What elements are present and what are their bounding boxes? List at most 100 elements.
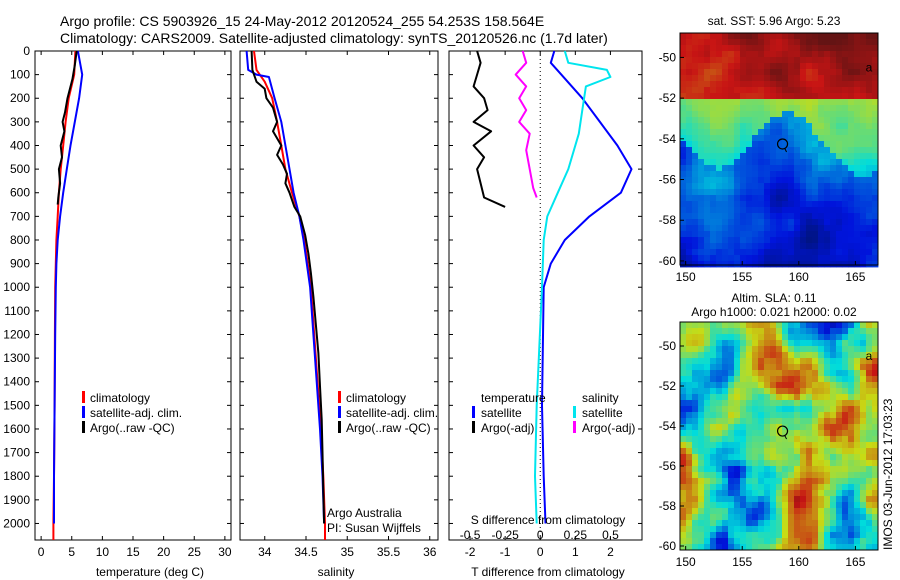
map-cell	[716, 111, 723, 118]
map-cell	[752, 538, 759, 545]
map-cell	[866, 123, 873, 130]
x-tick-label: 34.5	[294, 545, 318, 559]
map-cell	[704, 255, 711, 262]
map-cell	[806, 406, 813, 413]
map-cell	[788, 51, 795, 58]
map-cell	[866, 502, 873, 509]
map-cell	[686, 364, 693, 371]
map-cell	[692, 213, 699, 220]
map-cell	[866, 370, 873, 377]
map-cell	[860, 93, 867, 100]
map-cell	[794, 442, 801, 449]
legend-label-t-argo: Argo(-adj)	[481, 421, 534, 435]
map-cell	[734, 39, 741, 46]
y-tick-label: 800	[10, 233, 30, 247]
map-cell	[716, 135, 723, 142]
map-cell	[788, 213, 795, 220]
map-cell	[836, 87, 843, 94]
map-cell	[704, 159, 711, 166]
map-cell	[806, 69, 813, 76]
map-cell	[746, 45, 753, 52]
map-cell	[824, 406, 831, 413]
map-cell	[722, 436, 729, 443]
map-cell	[740, 544, 747, 551]
map-cell	[806, 352, 813, 359]
map-cell	[872, 189, 879, 196]
map-cell	[680, 334, 687, 341]
map-cell	[740, 340, 747, 347]
map-cell	[746, 406, 753, 413]
map-cell	[728, 111, 735, 118]
map-cell	[680, 424, 687, 431]
map-cell	[752, 442, 759, 449]
map-cell	[746, 382, 753, 389]
map-cell	[734, 364, 741, 371]
map-cell	[710, 159, 717, 166]
map-cell	[806, 225, 813, 232]
map-cell	[782, 340, 789, 347]
map-cell	[710, 406, 717, 413]
map-cell	[812, 424, 819, 431]
map-cell	[752, 87, 759, 94]
map-cell	[770, 448, 777, 455]
map-cell	[770, 472, 777, 479]
map-cell	[680, 39, 687, 46]
map-cell	[710, 526, 717, 533]
map-cell	[686, 255, 693, 262]
map-cell	[686, 496, 693, 503]
map-cell	[758, 219, 765, 226]
map-cell	[680, 382, 687, 389]
map-cell	[716, 141, 723, 148]
map-cell	[764, 33, 771, 40]
map-cell	[860, 75, 867, 82]
map-cell	[746, 478, 753, 485]
map-cell	[722, 45, 729, 52]
map-cell	[836, 370, 843, 377]
map-cell	[710, 261, 717, 268]
map-cell	[872, 436, 879, 443]
map-cell	[716, 334, 723, 341]
map-cell	[788, 340, 795, 347]
map-cell	[824, 255, 831, 262]
map-cell	[770, 478, 777, 485]
map-cell	[740, 123, 747, 130]
map-cell	[806, 57, 813, 64]
map-cell	[800, 237, 807, 244]
map-cell	[716, 183, 723, 190]
x-tick-label: 20	[157, 545, 171, 559]
map-cell	[842, 352, 849, 359]
map-cell	[680, 75, 687, 82]
map-cell	[794, 87, 801, 94]
map-cell	[758, 123, 765, 130]
map-cell	[746, 430, 753, 437]
map-cell	[710, 352, 717, 359]
map-cell	[872, 201, 879, 208]
map-cell	[704, 141, 711, 148]
map-cell	[776, 358, 783, 365]
map-cell	[788, 370, 795, 377]
map-cell	[734, 159, 741, 166]
y-tick-label: 1300	[3, 351, 30, 365]
map-cell	[752, 171, 759, 178]
map-cell	[800, 424, 807, 431]
map-cell	[866, 39, 873, 46]
map-cell	[788, 508, 795, 515]
map-cell	[740, 219, 747, 226]
map-cell	[746, 231, 753, 238]
map-cell	[836, 532, 843, 539]
map-cell	[782, 225, 789, 232]
map-cell	[764, 358, 771, 365]
map-cell	[860, 544, 867, 551]
map-cell	[860, 508, 867, 515]
map-cell	[848, 129, 855, 136]
map-cell	[794, 520, 801, 527]
map-cell	[692, 147, 699, 154]
map-cell	[824, 141, 831, 148]
map-cell	[734, 201, 741, 208]
map-cell	[680, 406, 687, 413]
map-cell	[782, 165, 789, 172]
map-cell	[824, 346, 831, 353]
map-cell	[692, 490, 699, 497]
map-cell	[758, 484, 765, 491]
map-cell	[872, 33, 879, 40]
